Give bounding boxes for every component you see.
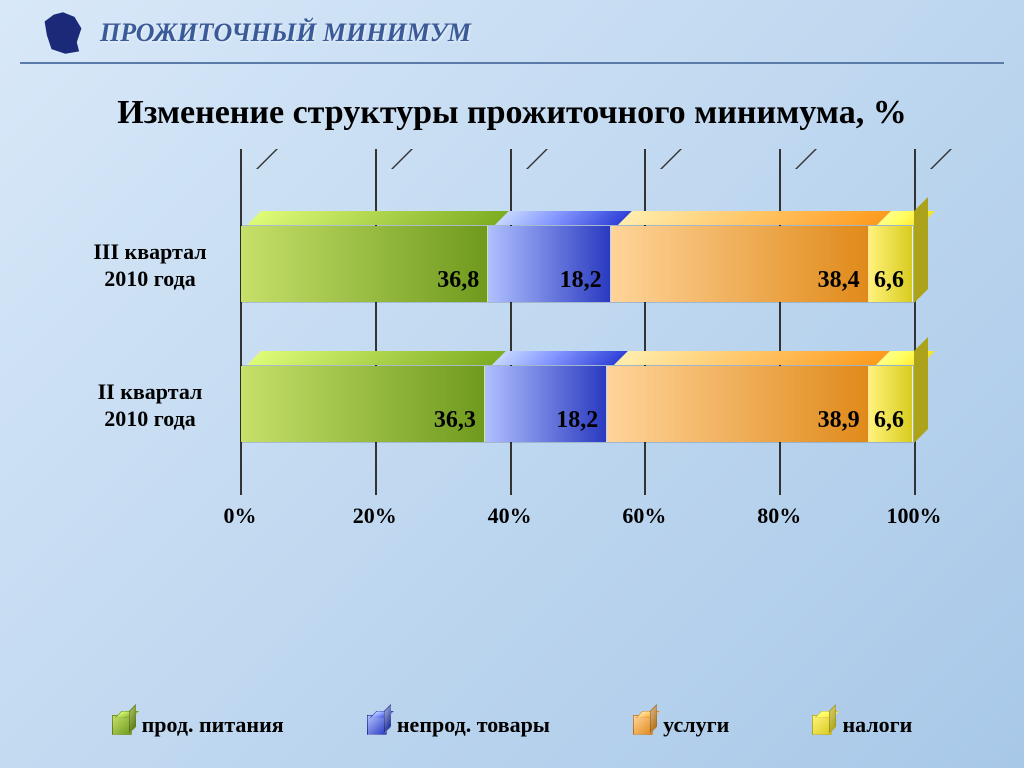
x-tick-label: 100% <box>887 503 942 529</box>
x-tick-label: 40% <box>488 503 532 529</box>
header: ПРОЖИТОЧНЫЙ МИНИМУМ <box>20 0 1004 64</box>
header-title: ПРОЖИТОЧНЫЙ МИНИМУМ <box>100 18 471 48</box>
bar-segment-taxes: 6,6 <box>869 366 913 442</box>
chart: 0%20%40%60%80%100%36,818,238,46,636,318,… <box>70 155 954 575</box>
legend-item-nonfood: непрод. товары <box>367 712 550 738</box>
legend-item-taxes: налоги <box>812 712 912 738</box>
legend-label: налоги <box>842 712 912 738</box>
bar-segment-nonfood: 18,2 <box>488 226 610 302</box>
bar-segment-nonfood: 18,2 <box>485 366 607 442</box>
bar-segment-food: 36,8 <box>241 226 488 302</box>
bar-row: 36,818,238,46,6 <box>240 225 914 303</box>
bar-segment-taxes: 6,6 <box>869 226 913 302</box>
gridline <box>240 165 242 495</box>
y-category-label: II квартал2010 года <box>70 378 230 433</box>
legend-label: услуги <box>663 712 729 738</box>
legend-swatch <box>367 715 387 735</box>
legend-item-services: услуги <box>633 712 729 738</box>
legend-item-food: прод. питания <box>112 712 284 738</box>
bar-segment-food: 36,3 <box>241 366 485 442</box>
legend-label: непрод. товары <box>397 712 550 738</box>
legend-swatch <box>112 715 132 735</box>
x-tick-label: 0% <box>224 503 257 529</box>
x-tick-label: 80% <box>757 503 801 529</box>
legend-swatch <box>633 715 653 735</box>
legend: прод. питания непрод. товары услуги налоги <box>70 712 954 738</box>
bar-segment-services: 38,4 <box>611 226 869 302</box>
legend-swatch <box>812 715 832 735</box>
chart-title: Изменение структуры прожиточного минимум… <box>60 92 964 135</box>
region-shape-icon <box>40 10 86 56</box>
bar-segment-services: 38,9 <box>607 366 868 442</box>
plot-area: 0%20%40%60%80%100%36,818,238,46,636,318,… <box>240 165 914 495</box>
x-tick-label: 20% <box>353 503 397 529</box>
y-category-label: III квартал2010 года <box>70 238 230 293</box>
legend-label: прод. питания <box>142 712 284 738</box>
x-tick-label: 60% <box>622 503 666 529</box>
bar-row: 36,318,238,96,6 <box>240 365 914 443</box>
